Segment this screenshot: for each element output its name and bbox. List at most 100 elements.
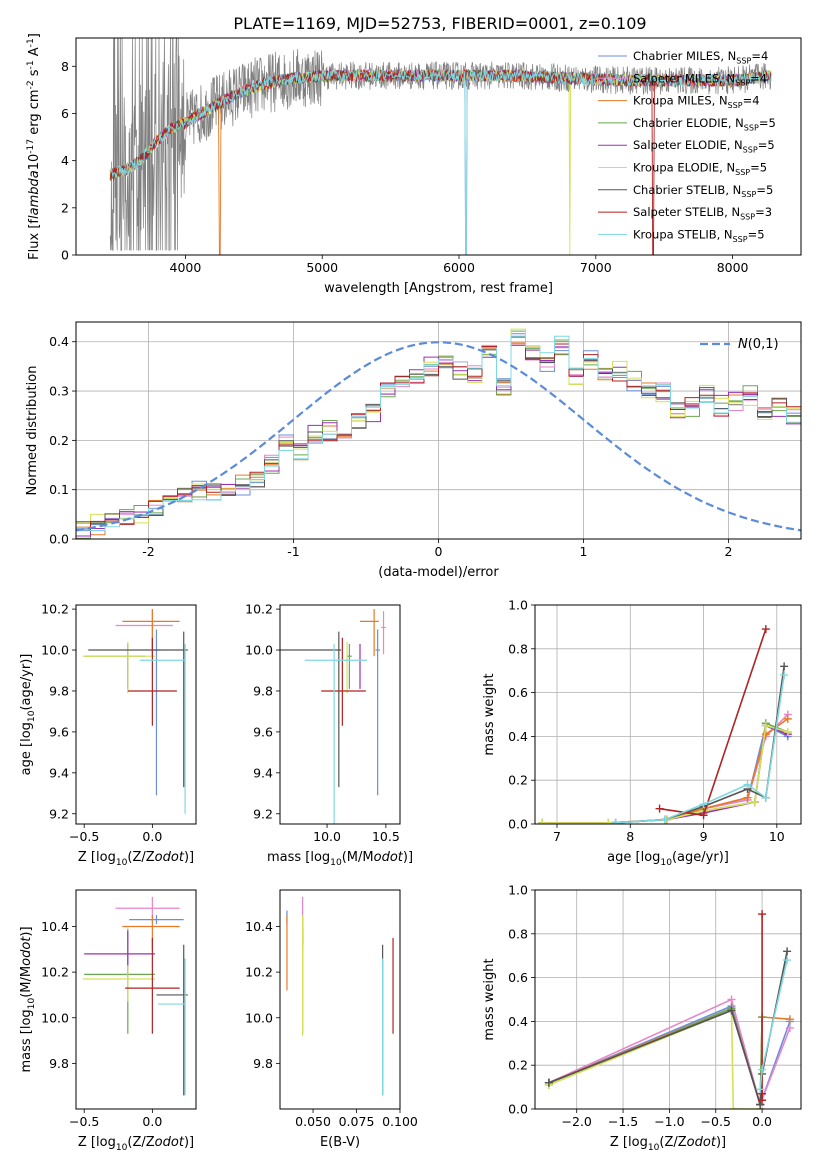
histogram-kroupa_stelib [76,335,801,532]
weight-vs-z-frame [534,889,802,1110]
x-tick-label: 5000 [306,260,338,275]
label-fragment: (Z/Z [127,1135,154,1150]
y-tick-label: 9.8 [253,1056,273,1071]
residual-legend: N(0,1) [700,337,779,352]
y-axis-label: age [log10​(age/yr)] [19,654,37,776]
y-tick-label: 4 [61,153,69,168]
marker-kroupa_elodie [604,818,613,824]
age-vs-z-frame [75,604,197,825]
y-tick-label: 10.0 [245,1010,273,1025]
spectrum-model-salpeter_stelib [109,68,772,255]
y-tick-label: 10.2 [245,965,273,980]
x-tick-label: −0.5 [701,1114,731,1129]
y-tick-label: 9.6 [49,724,69,739]
label-fragment: -2 [26,80,36,89]
label-fragment: Normed distribution [25,366,40,496]
x-tick-label: -1 [287,544,299,559]
y-tick-label: 10.2 [41,602,69,617]
x-tick-label: 0.050 [295,1114,331,1129]
x-tick-label: 0.0 [752,1114,772,1129]
label-fragment: Kroupa STELIB, N [633,227,733,241]
label-fragment: =5 [750,161,767,175]
x-tick-label: −1.0 [654,1114,684,1129]
label-fragment: Salpeter STELIB, N [633,205,740,219]
x-axis-label: (data-model)/error [378,565,499,580]
label-fragment: (data-model)/error [378,565,499,580]
label-fragment: mass weight [482,958,497,1040]
y-tick-label: 0.3 [49,384,69,399]
marker-kroupa_stelib [758,1065,767,1074]
label-fragment: E(B-V) [320,1135,360,1150]
marker-kroupa_elodie [729,1105,738,1109]
y-tick-label: 0.6 [508,685,528,700]
histogram-chabrier_stelib [76,335,801,525]
marker-kroupa_stelib [783,956,792,965]
x-tick-label: 7000 [580,260,612,275]
marker-kroupa_elodie [783,728,792,737]
marker-kroupa_stelib [660,815,669,824]
label-fragment: =3 [755,205,772,219]
label-fragment: odot [374,850,404,865]
label-fragment: SSP [735,168,750,177]
label-fragment: SSP [735,79,750,88]
y-tick-label: 2 [61,200,69,215]
y-tick-label: 0.0 [508,1102,528,1117]
marker-kroupa_miles [783,714,792,723]
x-tick-label: 8 [626,829,634,844]
line-salpeter_elodie [548,1009,761,1109]
y-tick-label: 0.1 [49,482,69,497]
x-tick-label: 4000 [170,260,202,275]
y-tick-label: 10.0 [245,643,273,658]
label-fragment: Flux [f [27,219,42,260]
marker-salpeter_stelib [699,811,708,820]
y-tick-label: 0.8 [508,926,528,941]
label-fragment: lambda [27,170,42,219]
x-axis-label: mass [log10​(M/Modot)] [267,850,413,868]
y-tick-label: 0.2 [49,433,69,448]
marker-chabrier_stelib [780,662,789,671]
y-axis-label: Normed distribution [25,366,40,496]
legend-entry-salpeter_elodie: Salpeter ELODIE, NSSP​=5 [633,138,775,154]
mass-vs-z-axes: −0.5 0.0 9.8 10.0 10.2 10.4 Z [log10​(Z/Zodot)… [19,919,194,1153]
marker-chabrier_stelib [783,947,792,956]
label-fragment: )] [716,1135,726,1150]
label-fragment: erg cm [27,89,42,138]
plot-layer: 4000 5000 6000 7000 8000 0 2 4 6 8 wavelength [Ang… [19,33,802,1153]
age-vs-mass-errorbars [280,609,386,824]
marker-kroupa_stelib [780,671,789,680]
mass-vs-z-frame [75,889,197,1110]
label-fragment: )] [19,926,34,936]
marker-kroupa_stelib [743,780,752,789]
x-tick-label: 10 [769,829,785,844]
label-fragment: =4 [743,94,760,108]
x-axis-label: age [log10​(age/yr)] [607,850,729,868]
marker-salpeter_miles [785,1023,794,1032]
x-axis-label: wavelength [Angstrom, rest frame] [324,281,553,296]
label-fragment: odot [155,1135,185,1150]
legend-entry-chabrier_stelib: Chabrier STELIB, NSSP​=5 [633,183,773,199]
legend-entry-salpeter_miles: Salpeter MILES, NSSP​=4 [633,71,767,87]
y-tick-label: 10.2 [41,965,69,980]
label-fragment: )] [403,850,413,865]
y-axis-label: mass [log10​(M/Modot)] [19,926,37,1072]
y-tick-label: 9.6 [253,724,273,739]
marker-kroupa_elodie [761,721,770,730]
label-fragment: Salpeter MILES, N [633,71,735,85]
legend-entry-kroupa_stelib: Kroupa STELIB, NSSP​=5 [633,227,765,243]
legend-entry-kroupa_elodie: Kroupa ELODIE, NSSP​=5 [633,161,767,177]
x-tick-label: 9 [700,829,708,844]
age-vs-mass-frame [279,604,401,825]
line-kroupa_elodie [548,1009,761,1109]
x-tick-label: 0.075 [339,1114,375,1129]
label-fragment: age [log [19,722,34,775]
weight-vs-age-axes: 7 8 9 10 0.0 0.2 0.4 0.6 0.8 1.0 age [log10​(age/y… [482,598,801,868]
label-fragment: (M/M [19,966,34,998]
x-axis-label: Z [log10​(Z/Zodot)] [610,1135,726,1153]
y-tick-label: 9.2 [49,806,69,821]
y-tick-label: 0.0 [508,817,528,832]
x-axis-label: Z [log10​(Z/Zodot)] [78,850,194,868]
label-fragment: odot [687,1135,717,1150]
marker-chabrier_stelib [544,1078,553,1087]
marker-chabrier_stelib [756,1100,765,1109]
label-fragment: 10 [330,858,342,868]
